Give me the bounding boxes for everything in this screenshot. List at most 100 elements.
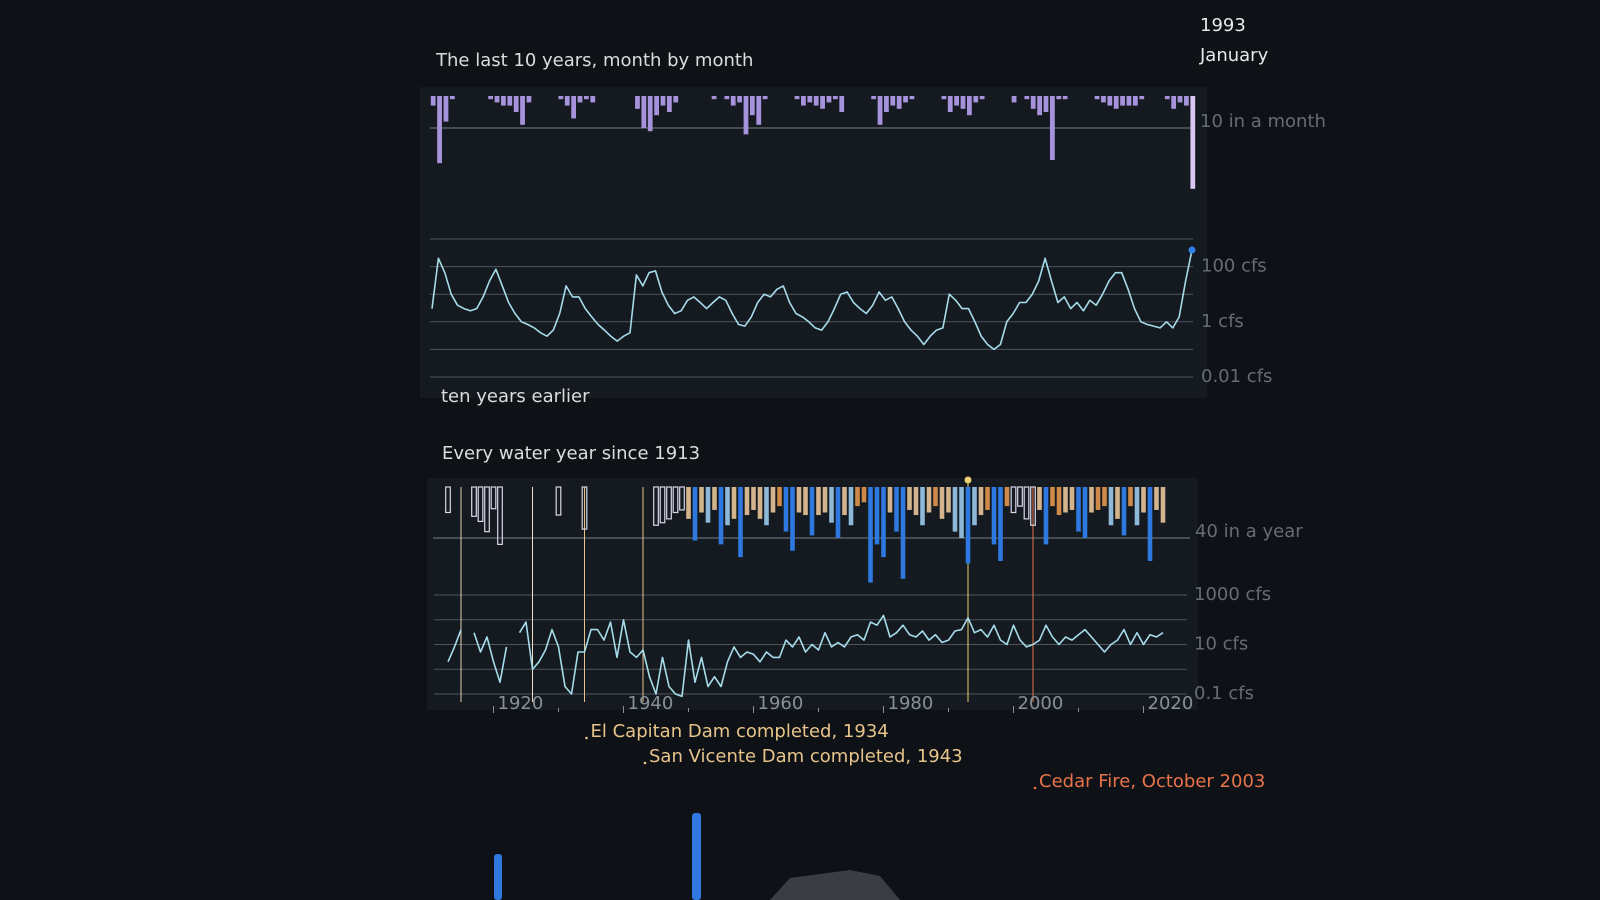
y-tick-label: 100 cfs [1201, 256, 1267, 277]
bar [913, 487, 919, 516]
bar [1076, 487, 1081, 532]
reference-label: 10 in a month [1200, 111, 1326, 132]
bar [1128, 487, 1133, 507]
bar [672, 486, 679, 514]
bar [437, 96, 442, 164]
bar [1184, 96, 1189, 106]
bar [884, 96, 889, 112]
bar [501, 96, 506, 106]
y-tick-label: 0.01 cfs [1201, 366, 1272, 387]
bar [896, 96, 902, 109]
bar [1037, 96, 1042, 116]
bar [666, 486, 672, 520]
bar [1089, 487, 1094, 513]
bar [973, 96, 979, 103]
bar [1141, 487, 1146, 513]
bar [777, 487, 782, 507]
bar [1056, 487, 1062, 516]
bar [584, 96, 589, 100]
bar [686, 487, 691, 519]
bar [1094, 96, 1100, 100]
bar [796, 487, 802, 513]
bar [1063, 487, 1068, 513]
bar [903, 96, 908, 103]
bar [641, 96, 647, 128]
bar [832, 96, 838, 100]
month: January [1199, 45, 1269, 66]
x-tick-label: 1960 [758, 693, 804, 714]
bar [998, 487, 1003, 561]
bar [972, 487, 977, 526]
bar [946, 487, 951, 513]
bar [842, 487, 847, 516]
bar [513, 96, 519, 112]
bar [477, 486, 484, 523]
event-dot [643, 761, 647, 765]
bar [894, 487, 899, 532]
year: 1993 [1200, 15, 1246, 36]
bar [744, 487, 750, 516]
bar [494, 96, 500, 103]
bar [430, 96, 436, 106]
bar [497, 486, 503, 545]
cursor-dot [964, 476, 972, 484]
bar [1134, 487, 1140, 526]
x-tick-label: 1940 [628, 693, 674, 714]
bar [1056, 96, 1062, 100]
bar [1126, 96, 1132, 106]
bar [954, 96, 960, 106]
bar [826, 96, 832, 103]
bar [699, 487, 704, 513]
bar [960, 96, 966, 109]
x-tick-label: 1980 [888, 693, 934, 714]
bar [839, 96, 845, 112]
bar [1010, 486, 1017, 514]
bar [965, 487, 971, 564]
bar [1095, 487, 1101, 510]
bar [1082, 487, 1088, 538]
bar [654, 96, 659, 116]
y-tick-label: 1000 cfs [1194, 584, 1271, 605]
bar [1177, 96, 1183, 103]
bar [1107, 96, 1113, 106]
x-tick-label: 1920 [498, 693, 544, 714]
bar [1004, 487, 1010, 507]
bar [488, 96, 494, 100]
bar [443, 96, 449, 122]
x-tick-label: 2020 [1148, 693, 1194, 714]
bar [659, 486, 666, 524]
bar [920, 487, 925, 526]
bar [979, 96, 985, 100]
bar [660, 96, 666, 106]
y-tick-label: 0.1 cfs [1194, 683, 1254, 704]
event-label: El Capitan Dam completed, 1934 [591, 721, 889, 742]
bar [1120, 96, 1125, 106]
bar [738, 487, 743, 558]
bar [1024, 96, 1030, 100]
bar [520, 96, 525, 125]
bar [783, 487, 789, 532]
bar [564, 96, 570, 106]
annotation: ten years earlier [441, 386, 590, 407]
x-tick-label: 2000 [1018, 693, 1064, 714]
decoration [494, 813, 900, 900]
bar [712, 487, 717, 510]
bar [820, 96, 825, 109]
bar [947, 96, 953, 112]
bar [1023, 486, 1030, 520]
bar [1030, 96, 1036, 109]
bar [1171, 96, 1177, 109]
bar [790, 487, 795, 551]
bar [1190, 96, 1196, 189]
bar [725, 487, 730, 526]
bar [718, 487, 724, 545]
bar [507, 96, 513, 106]
chart-title: Every water year since 1913 [442, 443, 700, 464]
event-dot [585, 736, 588, 740]
bar [939, 487, 945, 519]
bar [909, 96, 915, 100]
bar [835, 487, 841, 538]
bar [756, 96, 762, 125]
bar [1154, 487, 1159, 510]
bar [471, 486, 477, 517]
